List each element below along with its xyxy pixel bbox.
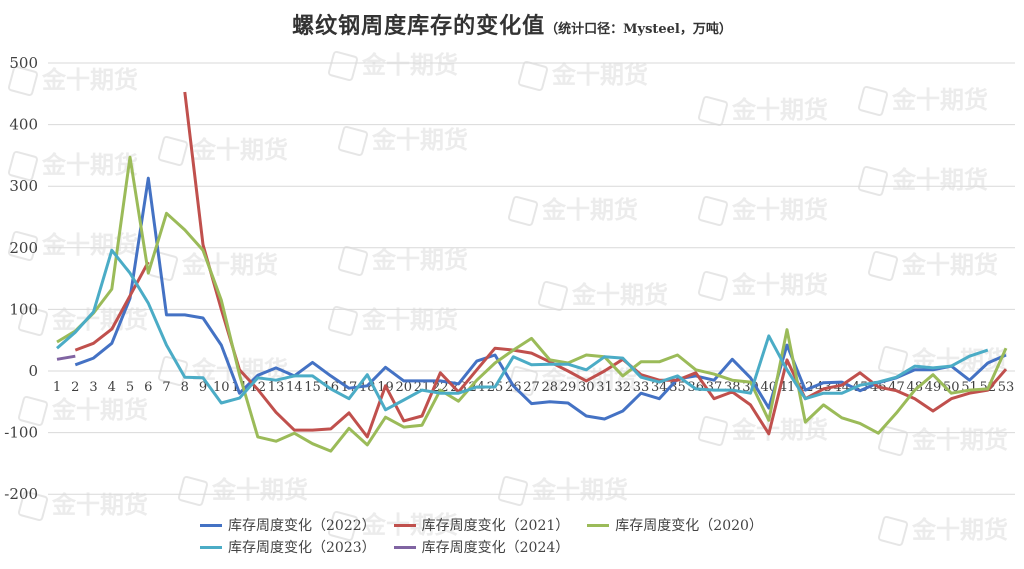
x-tick-label: 9 [199, 380, 207, 395]
series-lines [56, 91, 1008, 453]
legend-label: 库存周度变化（2021） [421, 518, 570, 534]
series-line [56, 248, 989, 412]
legend-label: 库存周度变化（2023） [228, 540, 376, 556]
x-tick-label: 30 [578, 380, 595, 395]
x-tick-label: 1 [53, 380, 61, 395]
x-tick-label: 33 [633, 380, 650, 395]
y-tick-label: 200 [9, 239, 38, 257]
x-tick-label: 13 [268, 380, 285, 395]
x-axis: 1 2 3 4 5 6 7 8 9 10 11 12 13 14 15 16 17 18 19 20 21 22 23 24 2… [53, 380, 1014, 395]
series-line [74, 261, 150, 352]
y-tick-label: 500 [9, 54, 38, 72]
y-tick-label: 0 [28, 362, 38, 380]
x-tick-label: 35 [669, 380, 686, 395]
x-tick-label: 4 [108, 380, 116, 395]
legend-label: 库存周度变化（2022） [228, 518, 376, 534]
legend-item[interactable]: 库存周度变化（2023） [200, 537, 376, 557]
legend-swatch-icon [393, 523, 416, 527]
legend-label: 库存周度变化（2020） [615, 518, 763, 534]
x-tick-label: 6 [144, 380, 152, 395]
x-tick-label: 2 [71, 380, 79, 395]
chart-title-sub: （统计口径：Mysteel，万吨） [545, 22, 732, 37]
series-line [74, 176, 1007, 421]
y-tick-label: 300 [9, 177, 38, 195]
legend-item[interactable]: 库存周度变化（2022） [200, 515, 376, 535]
x-tick-label: 10 [213, 380, 230, 395]
legend-label: 库存周度变化（2024） [421, 540, 570, 556]
x-tick-label: 15 [304, 380, 321, 395]
x-tick-label: 14 [286, 380, 303, 395]
y-tick-label: -200 [4, 485, 38, 503]
x-tick-label: 53 [998, 380, 1015, 395]
x-tick-label: 34 [651, 380, 668, 395]
legend-row: 库存周度变化（2022） 库存周度变化（2021） 库存周度变化（2020） [200, 514, 840, 536]
chart-title-main: 螺纹钢周度库存的变化值 [292, 13, 546, 39]
y-tick-label: -100 [4, 424, 38, 442]
x-tick-label: 20 [395, 380, 412, 395]
y-axis: 500 400 300 200 100 0 -100 -200 [4, 54, 38, 503]
legend-swatch-icon [587, 523, 610, 527]
x-tick-label: 8 [181, 380, 189, 395]
legend: 库存周度变化（2022） 库存周度变化（2021） 库存周度变化（2020） 库存周度… [200, 514, 840, 558]
chart-title: 螺纹钢周度库存的变化值（统计口径：Mysteel，万吨） [0, 8, 1024, 40]
x-tick-label: 27 [523, 380, 540, 395]
legend-swatch-icon [200, 545, 222, 549]
series-line [183, 91, 1008, 439]
x-tick-label: 29 [560, 380, 577, 395]
x-tick-label: 7 [162, 380, 170, 395]
legend-swatch-icon [200, 523, 222, 527]
y-tick-label: 100 [9, 300, 38, 318]
legend-item[interactable]: 库存周度变化（2020） [587, 515, 763, 535]
x-tick-label: 49 [925, 380, 942, 395]
legend-row: 库存周度变化（2023） 库存周度变化（2024） [200, 536, 840, 558]
legend-item[interactable]: 库存周度变化（2021） [393, 515, 570, 535]
x-tick-label: 41 [779, 380, 796, 395]
x-tick-label: 48 [906, 380, 923, 395]
series-line [56, 155, 1008, 453]
x-tick-label: 32 [614, 380, 631, 395]
x-tick-label: 3 [89, 380, 97, 395]
gridlines [48, 62, 1015, 495]
x-tick-label: 31 [596, 380, 613, 395]
series-line [56, 354, 76, 361]
x-tick-label: 28 [541, 380, 558, 395]
y-tick-label: 400 [9, 116, 38, 134]
x-tick-label: 5 [126, 380, 134, 395]
legend-item[interactable]: 库存周度变化（2024） [393, 537, 570, 557]
legend-swatch-icon [393, 545, 416, 549]
